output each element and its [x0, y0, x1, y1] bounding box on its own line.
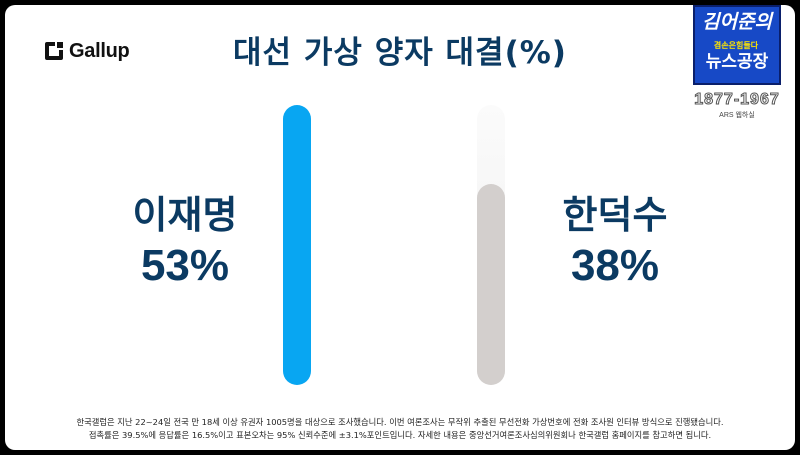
bar [477, 184, 505, 385]
show-badge: 김어준의 겸손은힘들다 뉴스공장 1877-1967 ARS 웹하실 [681, 5, 793, 133]
bar [283, 105, 311, 385]
chart-title: 대선 가상 양자 대결(%) [233, 35, 567, 71]
badge-years: 1877-1967 [694, 91, 780, 109]
show-logo: 김어준의 겸손은힘들다 뉴스공장 [693, 5, 781, 85]
footnote: 한국갤럽은 지난 22~24일 전국 만 18세 이상 유권자 1005명을 대… [5, 416, 795, 442]
data-label: 38% [570, 241, 660, 290]
logo-text: Gallup [69, 39, 130, 62]
show-logo-line1: 김어준의 [702, 11, 772, 33]
gallup-logo-icon [45, 40, 65, 60]
chart-frame: Gallup 대선 가상 양자 대결(%) 김어준의 겸손은힘들다 뉴스공장 1… [5, 5, 795, 450]
footnote-line1: 한국갤럽은 지난 22~24일 전국 만 18세 이상 유권자 1005명을 대… [76, 417, 724, 427]
candidate-name: 한덕수 [562, 193, 668, 237]
show-logo-line3: 뉴스공장 [705, 52, 769, 72]
bar-track [477, 105, 505, 385]
data-label: 53% [140, 241, 230, 290]
gallup-logo: Gallup [45, 39, 130, 63]
bar-track [283, 105, 311, 385]
badge-ars: ARS 웹하실 [719, 112, 755, 119]
footnote-line2: 접촉률은 39.5%에 응답률은 16.5%이고 표본오차는 95% 신뢰수준에… [88, 430, 712, 440]
candidate-right: 한덕수 38% [535, 191, 695, 293]
candidate-left: 이재명 53% [105, 191, 265, 293]
candidate-name: 이재명 [132, 193, 238, 237]
show-logo-tag: 겸손은힘들다 [713, 41, 759, 50]
